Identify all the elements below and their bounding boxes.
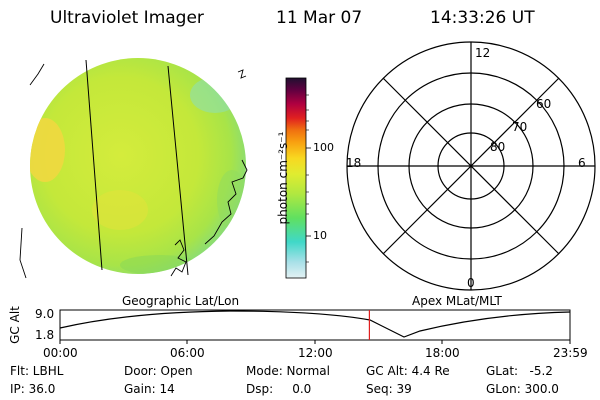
dsp-info: Dsp: 0.0	[246, 382, 312, 396]
colorbar	[285, 77, 311, 279]
coastline	[19, 227, 27, 279]
gain-info: Gain: 14	[124, 382, 175, 396]
mlt-label-0: 0	[467, 276, 475, 290]
mlt-label-18: 18	[346, 156, 362, 170]
x-tick-1800: 18:00	[425, 346, 460, 360]
gc-alt-info: GC Alt: 4.4 Re	[366, 364, 450, 378]
mlt-label-6: 6	[578, 156, 586, 170]
x-tick-0000: 00:00	[43, 346, 78, 360]
geographic-label: Geographic Lat/Lon	[122, 294, 240, 308]
door-info: Door: Open	[124, 364, 193, 378]
y-tick-9: 9.0	[35, 307, 55, 321]
coastline	[204, 159, 248, 245]
glat-info: GLat: -5.2	[486, 364, 553, 378]
colorbar-unit-label: photon cm⁻²s⁻¹	[276, 131, 290, 225]
longitude-line	[167, 65, 189, 276]
time-label: 14:33:26 UT	[430, 8, 535, 28]
instrument-title: Ultraviolet Imager	[50, 8, 204, 28]
colorbar-tick-100: 100	[313, 141, 334, 154]
mlt-label-12: 12	[475, 46, 491, 60]
coastline	[170, 239, 187, 277]
lat-label-80: 80	[490, 140, 506, 154]
timeline-plot	[59, 309, 571, 344]
colorbar-tick-10: 10	[313, 229, 327, 242]
coastline	[29, 63, 45, 86]
earth-image	[19, 58, 248, 279]
mode-info: Mode: Normal	[246, 364, 330, 378]
lat-label-70: 70	[512, 120, 528, 134]
apex-label: Apex MLat/MLT	[412, 294, 502, 308]
coastline	[237, 69, 247, 79]
lat-label-60: 60	[536, 97, 552, 111]
x-tick-0600: 06:00	[170, 346, 205, 360]
y-tick-1-8: 1.8	[35, 328, 55, 342]
x-tick-2359: 23:59	[553, 346, 588, 360]
filter-info: Flt: LBHL	[10, 364, 64, 378]
altitude-curve	[59, 310, 571, 338]
polar-plot	[346, 41, 596, 291]
y-axis-label: GC Alt	[7, 306, 22, 344]
longitude-line	[85, 59, 103, 271]
x-tick-1200: 12:00	[298, 346, 333, 360]
date-label: 11 Mar 07	[276, 8, 363, 28]
ip-info: IP: 36.0	[10, 382, 56, 396]
glon-info: GLon: 300.0	[486, 382, 559, 396]
seq-info: Seq: 39	[366, 382, 412, 396]
